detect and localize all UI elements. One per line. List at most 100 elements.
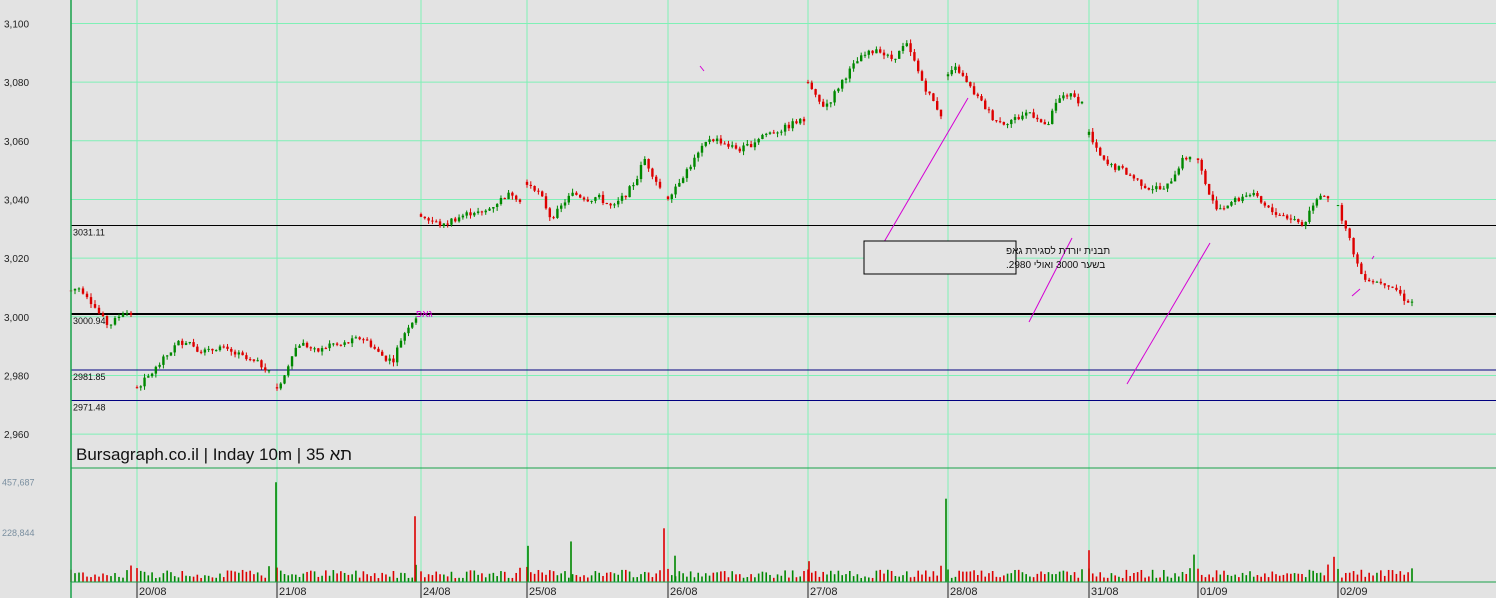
- candle-body: [233, 351, 237, 355]
- date-tick-label: 26/08: [670, 586, 698, 598]
- candle-body: [689, 166, 692, 170]
- volume-bar: [871, 577, 874, 582]
- volume-bar: [1316, 573, 1318, 582]
- candle-body: [1113, 164, 1117, 170]
- candle-body: [143, 377, 146, 387]
- candle-body: [392, 358, 395, 363]
- volume-bar: [1036, 573, 1039, 582]
- candle-body: [1248, 195, 1252, 197]
- candle-body: [734, 145, 738, 149]
- volume-bar: [1312, 570, 1314, 582]
- candle-body: [199, 351, 203, 353]
- candle-body: [1403, 293, 1406, 301]
- candle-body: [666, 196, 670, 200]
- trend-annotation-line: [1126, 242, 1211, 385]
- volume-bar: [925, 570, 927, 582]
- volume-bar: [162, 573, 165, 582]
- volume-bar: [1091, 573, 1094, 582]
- candle-body: [571, 192, 574, 196]
- volume-bar: [1014, 569, 1016, 582]
- candle-body: [317, 348, 320, 352]
- volume-bar: [765, 572, 768, 582]
- volume-bar: [803, 570, 805, 582]
- candle-body: [882, 52, 886, 56]
- volume-bar: [1223, 570, 1225, 582]
- price-tick-label: 2,980: [4, 371, 29, 382]
- candle-body: [1155, 186, 1158, 190]
- volume-bar: [185, 575, 187, 582]
- candle-body: [715, 138, 719, 142]
- candle-body: [976, 94, 979, 97]
- volume-bar: [245, 571, 248, 582]
- volume-bar: [211, 577, 214, 582]
- volume-bar: [1118, 576, 1120, 582]
- volume-bar: [306, 571, 308, 582]
- volume-bar: [173, 576, 176, 582]
- volume-bar: [928, 576, 931, 582]
- volume-bar: [446, 576, 449, 582]
- volume-bar: [609, 572, 612, 582]
- volume-bar: [90, 577, 92, 582]
- volume-bar: [556, 575, 559, 582]
- volume-spike: [414, 516, 416, 582]
- candle-body: [987, 109, 991, 111]
- candle-body: [700, 145, 704, 153]
- candles: [69, 39, 1414, 391]
- candle-body: [215, 350, 218, 352]
- candle-body: [457, 217, 461, 222]
- volume-bar: [841, 575, 843, 582]
- volume-bar: [122, 577, 124, 582]
- volume-bar: [155, 577, 157, 582]
- volume-bar: [1077, 577, 1080, 582]
- volume-bar: [849, 570, 851, 582]
- candle-body: [791, 121, 794, 129]
- candle-body: [723, 143, 726, 145]
- volume-bar: [1029, 576, 1031, 582]
- volume-bar: [1297, 573, 1300, 582]
- volume-bar: [636, 577, 638, 582]
- candle-body: [423, 216, 427, 219]
- candle-body: [1158, 186, 1162, 190]
- volume-bar: [708, 575, 711, 582]
- volume-bar: [1323, 575, 1326, 582]
- candle-body: [77, 288, 81, 290]
- candle-body: [844, 78, 848, 80]
- candle-body: [105, 316, 109, 325]
- volume-bar: [628, 571, 631, 582]
- candle-body: [765, 133, 768, 135]
- date-tick-label: 31/08: [1091, 586, 1119, 598]
- volume-tick-label: 457,687: [2, 478, 35, 488]
- volume-spike: [663, 528, 665, 582]
- volume-bar: [693, 577, 696, 582]
- candle-body: [909, 43, 912, 53]
- candle-body: [237, 352, 241, 355]
- candle-body: [590, 200, 593, 202]
- candle-body: [841, 79, 844, 89]
- candle-body: [1211, 194, 1215, 201]
- candle-body: [129, 312, 133, 315]
- candle-body: [396, 347, 399, 363]
- candle-body: [1017, 117, 1020, 120]
- candle-body: [1099, 147, 1102, 156]
- candle-body: [173, 345, 176, 353]
- volume-bar: [219, 573, 221, 582]
- volume-bar: [268, 566, 270, 582]
- volume-bar: [746, 577, 749, 582]
- candle-body: [241, 352, 244, 356]
- volume-bar: [78, 572, 80, 582]
- volume-bar: [500, 571, 502, 582]
- candle-body: [742, 145, 745, 152]
- volume-bar: [537, 569, 540, 582]
- volume-bar: [151, 572, 153, 582]
- volume-bar: [1099, 572, 1102, 582]
- candle-body: [1147, 187, 1151, 190]
- volume-bar: [647, 572, 650, 582]
- candle-body: [814, 89, 817, 95]
- candle-body: [358, 337, 361, 340]
- volume-bar: [1070, 575, 1072, 582]
- volume-bar: [969, 571, 972, 582]
- volume-bar: [1185, 573, 1188, 582]
- volume-bar: [579, 576, 581, 582]
- volume-spike: [674, 555, 676, 582]
